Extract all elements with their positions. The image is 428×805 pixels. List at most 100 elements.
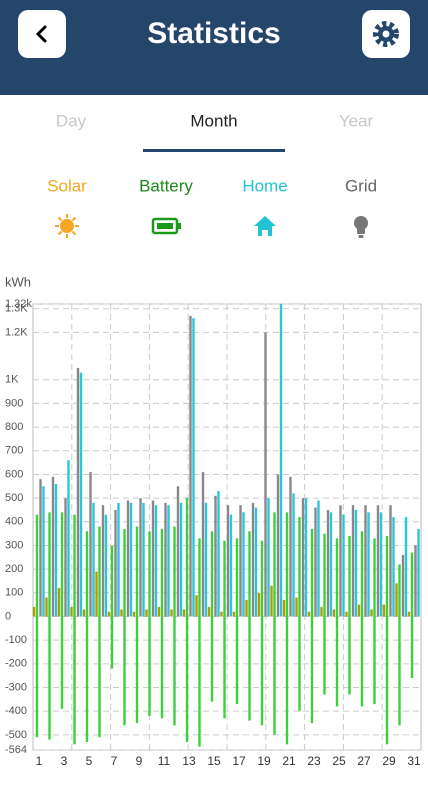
bar bbox=[42, 486, 45, 617]
bar bbox=[79, 372, 83, 617]
legend-grid[interactable]: Grid bbox=[345, 176, 377, 195]
bar bbox=[45, 597, 48, 617]
bar bbox=[242, 512, 245, 617]
bar bbox=[304, 498, 308, 617]
bar bbox=[89, 472, 92, 617]
x-tick-label: 17 bbox=[232, 754, 246, 768]
bar bbox=[210, 616, 214, 702]
bar bbox=[57, 588, 61, 617]
bar bbox=[251, 502, 255, 617]
bar bbox=[401, 554, 405, 617]
bar bbox=[117, 502, 120, 617]
y-tick-label: 0 bbox=[5, 610, 11, 622]
bar bbox=[245, 599, 248, 617]
bar bbox=[114, 509, 117, 617]
legend-battery[interactable]: Battery bbox=[139, 176, 193, 195]
bar bbox=[67, 460, 70, 617]
x-tick-label: 27 bbox=[357, 754, 371, 768]
bar bbox=[273, 512, 276, 617]
bar bbox=[60, 616, 64, 709]
bar bbox=[35, 616, 39, 738]
bar bbox=[298, 517, 301, 617]
back-button[interactable] bbox=[18, 10, 66, 58]
bar bbox=[276, 474, 280, 617]
bar bbox=[342, 514, 345, 617]
tab-underline bbox=[143, 149, 285, 152]
bar bbox=[120, 609, 123, 617]
bar bbox=[282, 599, 286, 617]
bar bbox=[410, 552, 414, 617]
bar bbox=[82, 609, 86, 617]
bar bbox=[51, 476, 55, 617]
bar bbox=[214, 495, 217, 617]
bar bbox=[154, 505, 158, 617]
y-tick-label: 800 bbox=[5, 421, 23, 433]
bar bbox=[248, 616, 251, 721]
y-tick-label: 1.2K bbox=[5, 326, 28, 338]
bar bbox=[142, 502, 145, 617]
bar bbox=[73, 514, 76, 617]
legend-home[interactable]: Home bbox=[242, 176, 287, 195]
bar bbox=[210, 531, 214, 617]
bar bbox=[398, 564, 401, 617]
bar bbox=[101, 505, 105, 617]
tab-month[interactable]: Month bbox=[190, 111, 237, 130]
bar bbox=[310, 616, 314, 724]
bar bbox=[185, 498, 189, 617]
legend-solar[interactable]: Solar bbox=[47, 176, 87, 195]
bar bbox=[373, 616, 376, 705]
bar bbox=[367, 512, 370, 617]
bar bbox=[85, 531, 89, 617]
x-tick-label: 5 bbox=[86, 754, 93, 768]
bar bbox=[92, 502, 95, 617]
bar bbox=[289, 476, 292, 617]
bar bbox=[279, 304, 283, 617]
bar bbox=[217, 491, 220, 617]
bar bbox=[229, 514, 233, 617]
x-tick-label: 13 bbox=[182, 754, 196, 768]
tab-day[interactable]: Day bbox=[56, 111, 87, 130]
bar bbox=[173, 526, 176, 617]
bar bbox=[60, 512, 64, 617]
bar bbox=[314, 507, 317, 617]
bar bbox=[379, 512, 383, 617]
bar bbox=[348, 535, 351, 617]
bar bbox=[376, 505, 380, 617]
bar bbox=[110, 616, 114, 669]
bar bbox=[395, 583, 398, 617]
bar bbox=[232, 611, 236, 617]
bar bbox=[339, 505, 342, 617]
bar bbox=[179, 502, 183, 617]
bar bbox=[198, 538, 201, 617]
bar bbox=[373, 538, 376, 617]
bar bbox=[270, 585, 273, 617]
y-tick-label: -400 bbox=[5, 705, 27, 717]
sun-icon bbox=[55, 214, 79, 238]
bar bbox=[285, 512, 289, 617]
bar bbox=[148, 616, 151, 716]
y-tick-label: 200 bbox=[5, 563, 23, 575]
bar bbox=[132, 611, 136, 617]
x-tick-label: 11 bbox=[158, 754, 171, 768]
back-icon bbox=[35, 25, 47, 43]
bar bbox=[285, 616, 289, 745]
bar bbox=[235, 616, 239, 705]
bar bbox=[198, 616, 201, 747]
x-tick-label: 19 bbox=[257, 754, 271, 768]
bar bbox=[157, 607, 161, 617]
bar bbox=[85, 616, 89, 742]
bar bbox=[329, 512, 333, 617]
bar bbox=[385, 616, 389, 745]
bar bbox=[73, 616, 76, 745]
bar bbox=[335, 616, 339, 707]
y-tick-label: 600 bbox=[5, 468, 23, 480]
x-tick-label: 3 bbox=[61, 754, 68, 768]
y-tick-label: -300 bbox=[5, 681, 27, 693]
bar bbox=[160, 528, 164, 617]
bar bbox=[201, 472, 205, 617]
bar bbox=[123, 528, 126, 617]
bar bbox=[407, 611, 411, 617]
tab-year[interactable]: Year bbox=[339, 111, 374, 130]
